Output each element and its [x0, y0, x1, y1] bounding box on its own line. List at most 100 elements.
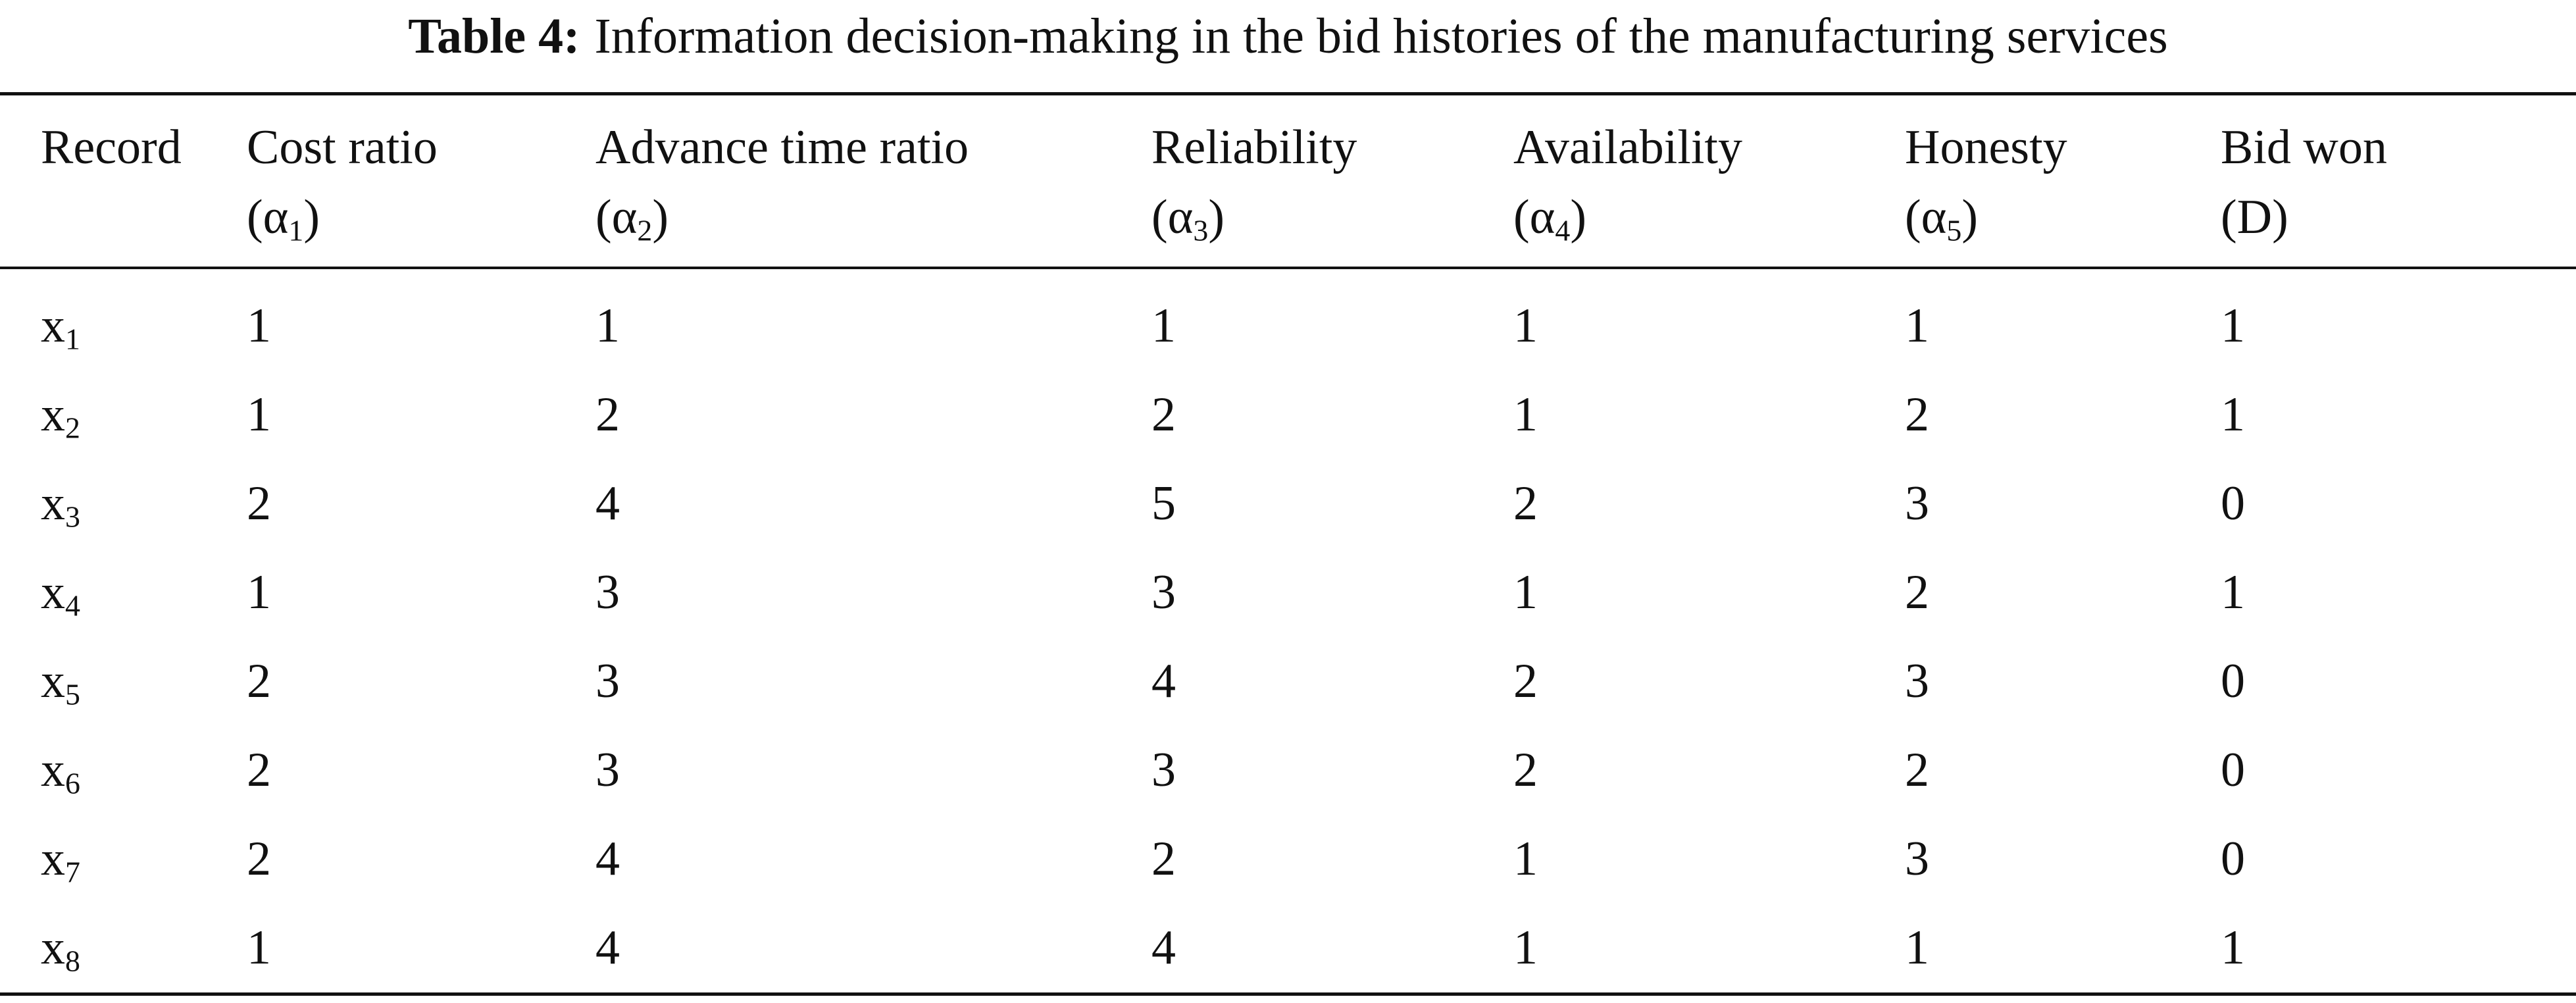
header-label: Bid won	[2221, 120, 2387, 174]
header-label: Cost ratio	[247, 120, 438, 174]
value-cell: 3	[1151, 743, 1176, 797]
record-subscript: 1	[65, 322, 80, 356]
value-cell: 1	[1151, 299, 1176, 353]
value-cell: 2	[1513, 654, 1538, 708]
value-cell: 4	[595, 921, 620, 975]
value-cell: 4	[1151, 921, 1176, 975]
record-subscript: 2	[65, 411, 80, 445]
record-base: x	[41, 921, 65, 975]
record-cell: x4	[41, 559, 80, 625]
record-subscript: 8	[65, 944, 80, 978]
value-cell: 5	[1151, 476, 1176, 530]
value-cell: 3	[595, 743, 620, 797]
notation-symbol: (α	[247, 190, 289, 244]
value-cell: 3	[595, 565, 620, 619]
value-cell: 2	[1151, 388, 1176, 442]
value-cell: 0	[2221, 476, 2245, 530]
notation-suffix: )	[1570, 190, 1587, 244]
value-cell: 1	[2221, 921, 2245, 975]
record-base: x	[41, 388, 65, 442]
record-cell: x8	[41, 915, 80, 981]
notation-symbol: (α	[1905, 190, 1947, 244]
header-label: Availability	[1513, 120, 1742, 174]
record-subscript: 7	[65, 855, 80, 889]
value-cell: 4	[595, 832, 620, 886]
caption-text: Information decision-making in the bid h…	[594, 9, 2168, 64]
value-cell: 2	[247, 476, 271, 530]
value-cell: 2	[1513, 476, 1538, 530]
header-label: Honesty	[1905, 120, 2067, 174]
caption-label: Table 4:	[408, 9, 580, 64]
value-cell: 2	[247, 654, 271, 708]
value-cell: 1	[1513, 832, 1538, 886]
record-base: x	[41, 743, 65, 797]
record-base: x	[41, 299, 65, 353]
value-cell: 2	[1905, 565, 1929, 619]
value-cell: 1	[2221, 299, 2245, 353]
value-cell: 1	[1513, 565, 1538, 619]
value-cell: 3	[595, 654, 620, 708]
record-base: x	[41, 654, 65, 708]
record-base: x	[41, 832, 65, 886]
value-cell: 2	[247, 743, 271, 797]
notation-suffix: )	[652, 190, 669, 244]
header-label: Reliability	[1151, 120, 1357, 174]
value-cell: 1	[247, 388, 271, 442]
record-subscript: 6	[65, 766, 80, 800]
notation-subscript: 4	[1555, 213, 1571, 247]
notation-subscript: 3	[1193, 213, 1209, 247]
notation-subscript: 1	[288, 213, 304, 247]
header-label: Record	[41, 120, 182, 174]
notation-symbol: (α	[1513, 190, 1555, 244]
record-subscript: 3	[65, 500, 80, 534]
header-label: Advance time ratio	[595, 120, 969, 174]
value-cell: 2	[595, 388, 620, 442]
header-notation: (D)	[2221, 184, 2288, 250]
value-cell: 0	[2221, 654, 2245, 708]
value-cell: 1	[2221, 565, 2245, 619]
notation-suffix: )	[303, 190, 320, 244]
header-notation: (α4)	[1513, 184, 1586, 250]
value-cell: 2	[1905, 388, 1929, 442]
record-cell: x5	[41, 648, 80, 714]
record-base: x	[41, 476, 65, 530]
record-cell: x6	[41, 737, 80, 803]
record-subscript: 5	[65, 677, 80, 711]
record-subscript: 4	[65, 588, 80, 623]
value-cell: 1	[1513, 388, 1538, 442]
record-base: x	[41, 565, 65, 619]
notation-symbol: (D)	[2221, 190, 2288, 244]
value-cell: 1	[1513, 921, 1538, 975]
value-cell: 3	[1905, 832, 1929, 886]
header-notation: (α1)	[247, 184, 320, 250]
header-rule	[0, 267, 2576, 269]
record-cell: x3	[41, 471, 80, 536]
record-cell: x2	[41, 382, 80, 448]
value-cell: 2	[1151, 832, 1176, 886]
header-notation: (α3)	[1151, 184, 1225, 250]
value-cell: 1	[2221, 388, 2245, 442]
value-cell: 0	[2221, 832, 2245, 886]
value-cell: 3	[1905, 654, 1929, 708]
value-cell: 3	[1151, 565, 1176, 619]
notation-symbol: (α	[1151, 190, 1194, 244]
value-cell: 1	[247, 921, 271, 975]
record-cell: x7	[41, 826, 80, 892]
value-cell: 1	[1513, 299, 1538, 353]
header-notation: (α2)	[595, 184, 669, 250]
value-cell: 2	[1513, 743, 1538, 797]
notation-suffix: )	[1208, 190, 1225, 244]
notation-subscript: 2	[637, 213, 653, 247]
value-cell: 4	[1151, 654, 1176, 708]
bottom-rule	[0, 992, 2576, 996]
value-cell: 1	[247, 299, 271, 353]
notation-subscript: 5	[1946, 213, 1962, 247]
top-rule	[0, 92, 2576, 95]
value-cell: 1	[1905, 921, 1929, 975]
notation-symbol: (α	[595, 190, 638, 244]
value-cell: 1	[247, 565, 271, 619]
value-cell: 0	[2221, 743, 2245, 797]
value-cell: 3	[1905, 476, 1929, 530]
notation-suffix: )	[1961, 190, 1979, 244]
